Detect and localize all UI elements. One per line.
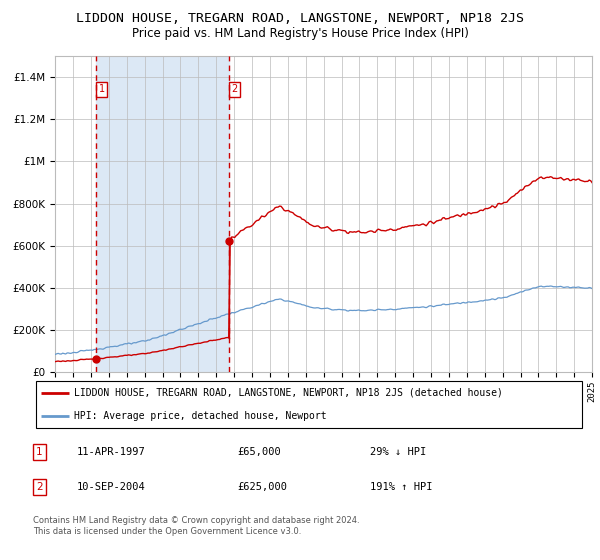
FancyBboxPatch shape: [36, 381, 582, 427]
Text: 1: 1: [98, 84, 104, 94]
Text: 11-APR-1997: 11-APR-1997: [77, 447, 146, 457]
Text: Price paid vs. HM Land Registry's House Price Index (HPI): Price paid vs. HM Land Registry's House …: [131, 27, 469, 40]
Text: 1: 1: [37, 447, 43, 457]
Bar: [96, 56, 229, 372]
Text: £625,000: £625,000: [237, 482, 287, 492]
Text: 2: 2: [37, 482, 43, 492]
Text: HPI: Average price, detached house, Newport: HPI: Average price, detached house, Newp…: [74, 410, 327, 421]
Text: 191% ↑ HPI: 191% ↑ HPI: [370, 482, 432, 492]
Text: LIDDON HOUSE, TREGARN ROAD, LANGSTONE, NEWPORT, NP18 2JS: LIDDON HOUSE, TREGARN ROAD, LANGSTONE, N…: [76, 12, 524, 25]
Text: 2: 2: [232, 84, 238, 94]
Text: £65,000: £65,000: [237, 447, 281, 457]
Text: LIDDON HOUSE, TREGARN ROAD, LANGSTONE, NEWPORT, NP18 2JS (detached house): LIDDON HOUSE, TREGARN ROAD, LANGSTONE, N…: [74, 388, 503, 398]
Text: Contains HM Land Registry data © Crown copyright and database right 2024.
This d: Contains HM Land Registry data © Crown c…: [33, 516, 359, 536]
Text: 10-SEP-2004: 10-SEP-2004: [77, 482, 146, 492]
Text: 29% ↓ HPI: 29% ↓ HPI: [370, 447, 426, 457]
